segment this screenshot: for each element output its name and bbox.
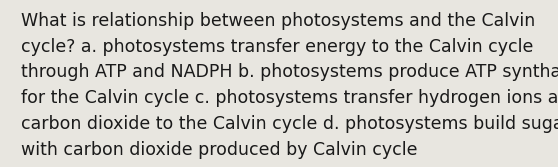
Text: for the Calvin cycle c. photosystems transfer hydrogen ions and: for the Calvin cycle c. photosystems tra…: [21, 89, 558, 107]
Text: with carbon dioxide produced by Calvin cycle: with carbon dioxide produced by Calvin c…: [21, 141, 418, 159]
Text: What is relationship between photosystems and the Calvin: What is relationship between photosystem…: [21, 12, 536, 30]
Text: cycle? a. photosystems transfer energy to the Calvin cycle: cycle? a. photosystems transfer energy t…: [21, 38, 533, 56]
Text: carbon dioxide to the Calvin cycle d. photosystems build sugars: carbon dioxide to the Calvin cycle d. ph…: [21, 115, 558, 133]
Text: through ATP and NADPH b. photosystems produce ATP synthase: through ATP and NADPH b. photosystems pr…: [21, 63, 558, 81]
